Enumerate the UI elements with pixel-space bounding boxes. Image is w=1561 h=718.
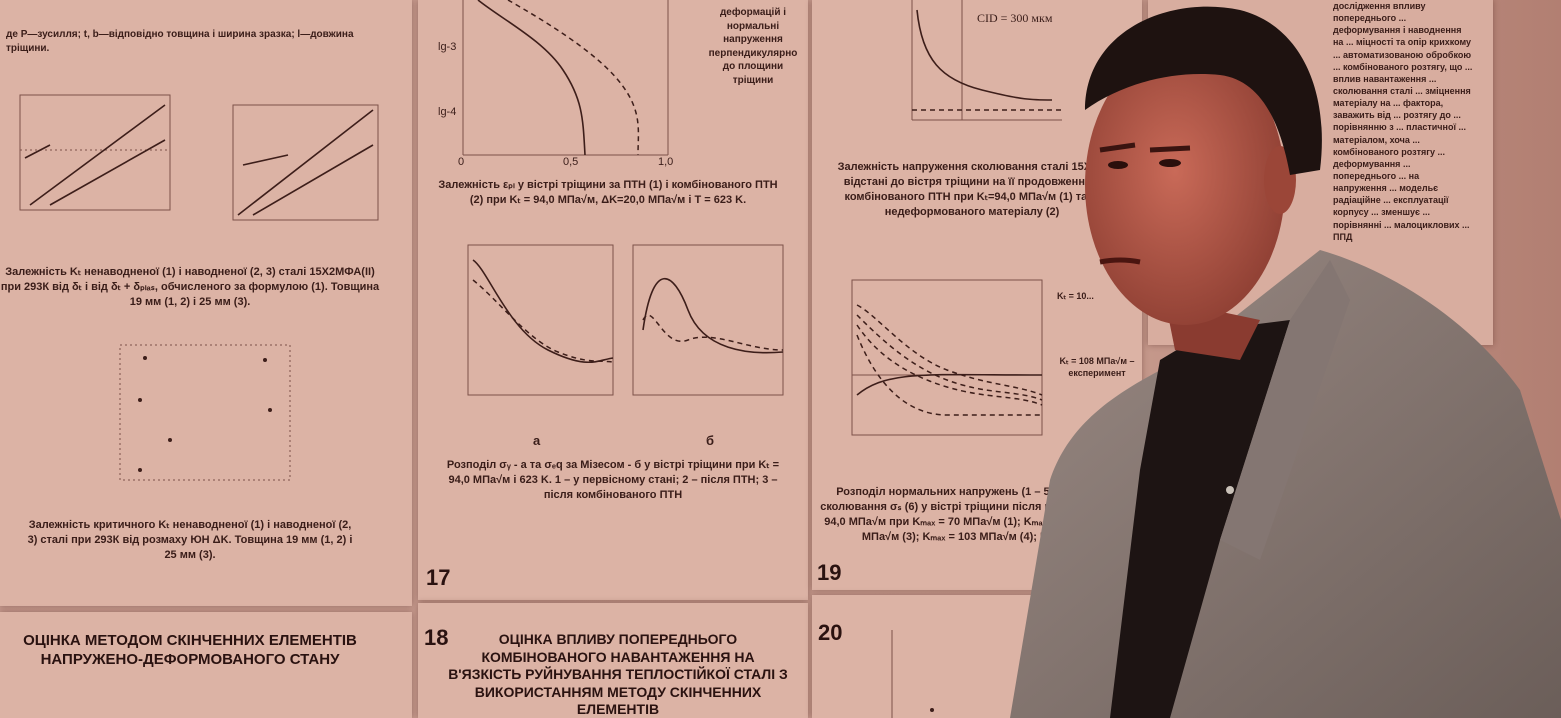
caption-cleavage: Залежність напруження сколювання сталі 1… (837, 161, 1107, 218)
title-fem: ОЦІНКА МЕТОДОМ СКІНЧЕННИХ ЕЛЕМЕНТІВ НАПР… (23, 632, 357, 668)
caption-normal-stress: Розподіл нормальних напружень (1 – 5) і … (820, 486, 1114, 543)
side-note-1: Kₜ = 10... (1057, 291, 1094, 301)
formula-note: де P—зусилля; t, b—відповідно товщина і … (6, 29, 354, 54)
poster-number-17: 17 (426, 565, 451, 590)
label-a: а (533, 433, 541, 448)
chart-sigma-eq (632, 244, 784, 396)
poster-19: CID = 300 мкм Залежність напруження скол… (812, 0, 1142, 590)
hair (1085, 6, 1322, 175)
poster-17: lg-3 lg-4 0 0,5 1,0 деформацій і нормаль… (418, 0, 808, 600)
caption-kt: Залежність Kₜ ненаводненої (1) і наводне… (0, 266, 380, 308)
chart-cleavage-stress (911, 0, 1062, 121)
caption-critical-kt: Залежність критичного Kₜ ненаводненої (1… (27, 519, 353, 561)
right-poster-text: дослідження впливу попереднього ... дефо… (1333, 1, 1473, 242)
chart-kt-delta-1 (19, 94, 171, 211)
tick-17-lg3: lg-3 (438, 41, 457, 53)
poster-number-19: 19 (817, 560, 842, 585)
poster-number-20: 20 (818, 620, 843, 645)
poster-left: де P—зусилля; t, b—відповідно товщина і … (0, 0, 412, 606)
chart-normal-stress (851, 279, 1043, 436)
tick-17-x10: 1,0 (658, 156, 674, 168)
chart-critical-kt (119, 344, 291, 481)
side-text-17: деформацій і нормальні напруження перпен… (708, 7, 798, 86)
side-note-2: Kₜ = 108 МПа√м – експеримент (1059, 356, 1135, 379)
presenter-man (1010, 6, 1561, 718)
chart-eps-pl (462, 0, 669, 156)
poster-18: 18 ОЦІНКА ВПЛИВУ ПОПЕРЕДНЬОГО КОМБІНОВАН… (418, 603, 808, 718)
label-b: б (706, 433, 715, 448)
chart-kt-delta-2 (232, 104, 379, 221)
caption-sigma: Розподіл σᵧ - а та σₑq за Мізесом - б у … (446, 459, 780, 501)
tick-17-x0: 0 (458, 156, 465, 168)
chart-sigma-y (467, 244, 614, 396)
tick-17-x05: 0,5 (563, 156, 579, 168)
caption-eps-pl: Залежність εₚₗ у вістрі тріщини за ПТН (… (438, 179, 778, 206)
poster-20: 20 (812, 595, 1052, 718)
poster-bottom-left: ОЦІНКА МЕТОДОМ СКІНЧЕННИХ ЕЛЕМЕНТІВ НАПР… (0, 612, 412, 718)
poster-number-18: 18 (424, 625, 449, 650)
chart-20 (891, 630, 934, 718)
cid-label: CID = 300 мкм (977, 11, 1053, 25)
head (1085, 45, 1285, 325)
shirt (1110, 320, 1290, 718)
title-18: ОЦІНКА ВПЛИВУ ПОПЕРЕДНЬОГО КОМБІНОВАНОГО… (448, 631, 788, 717)
tick-17-lg4: lg-4 (438, 106, 457, 118)
